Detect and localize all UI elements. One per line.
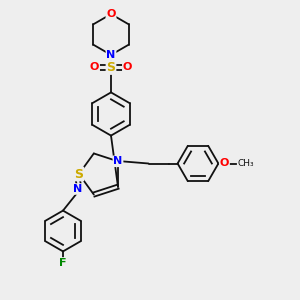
Text: N: N: [73, 184, 82, 194]
Text: O: O: [106, 9, 116, 19]
Text: S: S: [106, 61, 116, 74]
Text: CH₃: CH₃: [237, 159, 253, 168]
Text: O: O: [220, 158, 229, 169]
Text: N: N: [113, 156, 123, 166]
Text: O: O: [123, 62, 132, 73]
Text: O: O: [90, 62, 99, 73]
Text: F: F: [59, 258, 67, 268]
Text: S: S: [74, 167, 83, 181]
Text: N: N: [106, 50, 116, 60]
